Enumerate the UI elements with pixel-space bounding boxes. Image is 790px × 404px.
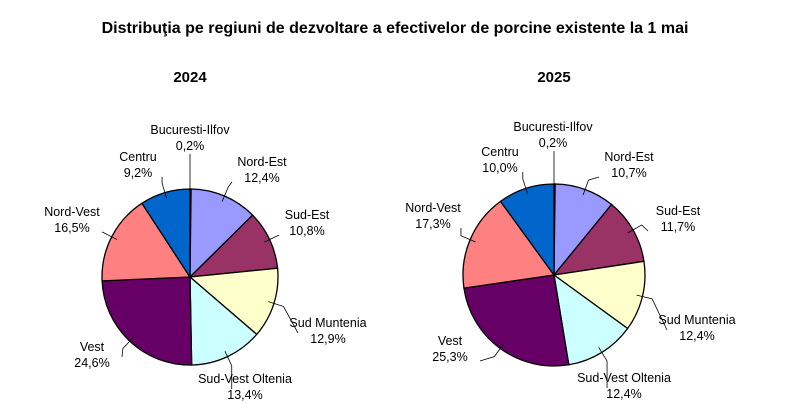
slice-vest	[463, 274, 570, 367]
leader-line-centru	[522, 172, 529, 195]
leader-line-vest	[121, 336, 135, 358]
value-label: 9,2%	[124, 166, 153, 180]
value-label: 10,8%	[289, 224, 324, 238]
category-label: Centru	[119, 150, 157, 164]
category-label: Bucuresti-Ilfov	[150, 123, 230, 137]
pie-2024: Bucuresti-Ilfov 0,2% Nord-Est 12,4% Sud-Est 1…	[44, 123, 366, 402]
category-label: Sud Muntenia	[289, 316, 366, 330]
category-label: Nord-Vest	[44, 205, 100, 219]
category-label: Vest	[438, 334, 463, 348]
category-label: Sud Muntenia	[658, 313, 735, 327]
year-label-2024: 2024	[173, 69, 207, 86]
category-label: Sud-Est	[285, 208, 330, 222]
leader-line-sud-muntenia	[268, 301, 299, 334]
leader-line-sud-vest-oltenia	[598, 347, 608, 388]
category-label: Nord-Est	[604, 150, 654, 164]
leader-line-sud-est	[264, 234, 280, 243]
value-label: 25,3%	[432, 350, 467, 364]
chart-title: Distribuţia pe regiuni de dezvoltare a e…	[102, 20, 689, 37]
leader-line-centru	[161, 177, 168, 199]
value-label: 13,4%	[227, 388, 262, 402]
category-label: Centru	[481, 145, 519, 159]
value-label: 12,4%	[244, 171, 279, 185]
leader-line-nord-vest	[460, 228, 476, 243]
leader-line-sud-muntenia	[636, 294, 668, 331]
leader-line-sud-vest-oltenia	[224, 351, 233, 389]
category-label: Nord-Vest	[405, 201, 461, 215]
value-label: 24,6%	[74, 356, 109, 370]
category-label: Nord-Est	[237, 155, 287, 169]
value-label: 12,4%	[606, 387, 641, 401]
value-label: 10,7%	[611, 166, 646, 180]
leader-line-nord-est	[582, 176, 600, 196]
year-label-2025: 2025	[537, 69, 570, 86]
value-label: 10,0%	[482, 161, 517, 175]
category-label: Sud-Vest Oltenia	[577, 371, 671, 385]
leader-line-vest	[479, 343, 505, 362]
value-label: 0,2%	[539, 136, 568, 150]
value-label: 17,3%	[415, 217, 450, 231]
value-label: 12,9%	[310, 332, 345, 346]
value-label: 16,5%	[54, 221, 89, 235]
value-label: 0,2%	[176, 139, 205, 153]
pie-2025: Bucuresti-Ilfov 0,2% Nord-Est 10,7% Sud-Est 1…	[405, 120, 735, 401]
leader-line-nord-est	[221, 181, 233, 202]
category-label: Bucuresti-Ilfov	[513, 120, 593, 134]
slice-vest	[101, 276, 193, 366]
value-label: 12,4%	[679, 329, 714, 343]
category-label: Sud-Vest Oltenia	[198, 372, 292, 386]
category-label: Vest	[80, 340, 105, 354]
leader-line-nord-vest	[101, 231, 118, 240]
category-label: Sud-Est	[656, 204, 701, 218]
value-label: 11,7%	[661, 220, 696, 234]
leader-line-sud-est	[627, 224, 649, 234]
